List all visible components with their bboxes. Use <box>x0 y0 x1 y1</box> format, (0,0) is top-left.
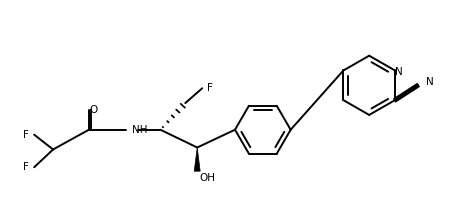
Text: O: O <box>90 105 98 115</box>
Text: NH: NH <box>131 125 147 135</box>
Text: F: F <box>23 130 29 140</box>
Text: F: F <box>207 83 213 93</box>
Polygon shape <box>194 148 200 171</box>
Text: N: N <box>426 77 433 87</box>
Text: N: N <box>395 68 403 77</box>
Text: OH: OH <box>199 173 215 183</box>
Text: F: F <box>23 162 29 172</box>
